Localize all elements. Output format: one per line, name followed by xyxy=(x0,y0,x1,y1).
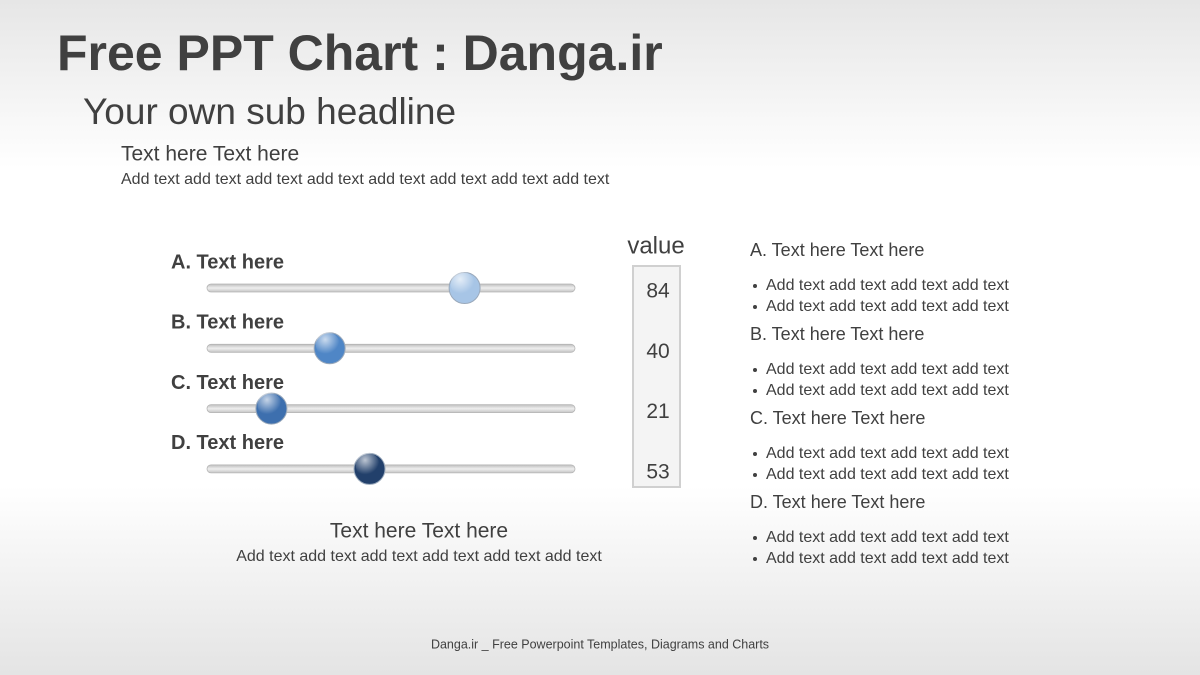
knob-shine xyxy=(315,332,340,357)
note-bullet: Add text add text add text add text xyxy=(766,277,1009,294)
note-heading: C. Text here Text here xyxy=(750,408,925,428)
bullet xyxy=(753,473,757,477)
note-heading: B. Text here Text here xyxy=(750,324,924,344)
footer: Danga.ir _ Free Powerpoint Templates, Di… xyxy=(431,637,769,651)
knob-shine xyxy=(257,392,282,417)
bullet xyxy=(753,368,757,372)
intro-text: Add text add text add text add text add … xyxy=(121,171,610,188)
caption-text: Add text add text add text add text add … xyxy=(236,548,602,565)
value-title: value xyxy=(627,232,684,259)
note-bullet: Add text add text add text add text xyxy=(766,382,1009,399)
slider-track xyxy=(206,404,576,414)
title: Free PPT Chart : Danga.ir xyxy=(57,25,663,81)
bullet xyxy=(753,389,757,393)
value-label: 40 xyxy=(646,340,669,363)
value-box xyxy=(632,265,681,488)
knob-shine xyxy=(355,452,380,477)
note-bullet: Add text add text add text add text xyxy=(766,445,1009,462)
slider-label: A. Text here xyxy=(171,251,284,273)
value-label: 21 xyxy=(646,400,669,423)
slider-label: C. Text here xyxy=(171,372,284,394)
note-bullet: Add text add text add text add text xyxy=(766,550,1009,567)
value-label: 84 xyxy=(646,280,670,303)
bullet xyxy=(753,536,757,540)
slider-track xyxy=(206,464,576,474)
heading: Text here Text here xyxy=(121,143,299,166)
value-label: 53 xyxy=(646,460,669,483)
slider-track xyxy=(206,343,576,353)
slider-label: B. Text here xyxy=(171,312,284,334)
knob-shine xyxy=(450,272,475,296)
bullet xyxy=(753,284,757,288)
slider-label: D. Text here xyxy=(171,432,284,454)
note-bullet: Add text add text add text add text xyxy=(766,466,1009,483)
note-bullet: Add text add text add text add text xyxy=(766,298,1009,315)
note-bullet: Add text add text add text add text xyxy=(766,361,1009,378)
bullet xyxy=(753,305,757,309)
note-heading: D. Text here Text here xyxy=(750,492,925,512)
caption-heading: Text here Text here xyxy=(330,520,508,543)
bullet xyxy=(753,452,757,456)
note-heading: A. Text here Text here xyxy=(750,240,924,260)
bullet xyxy=(753,557,757,561)
subtitle: Your own sub headline xyxy=(83,91,456,132)
slider-track xyxy=(206,283,576,293)
note-bullet: Add text add text add text add text xyxy=(766,529,1009,546)
